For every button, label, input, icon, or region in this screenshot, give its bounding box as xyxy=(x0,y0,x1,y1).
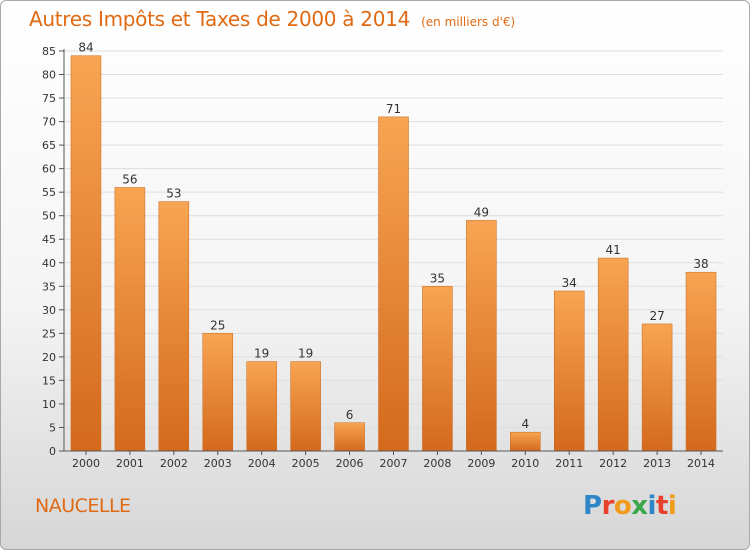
data-label: 56 xyxy=(122,172,137,186)
data-label: 35 xyxy=(430,271,445,285)
commune-name: NAUCELLE xyxy=(35,495,131,517)
chart-title: Autres Impôts et Taxes de 2000 à 2014 xyxy=(29,7,410,31)
bars xyxy=(70,55,717,452)
bar-2009 xyxy=(466,220,497,452)
x-tick-label: 2012 xyxy=(599,457,627,470)
x-tick-label: 2013 xyxy=(643,457,671,470)
bar-2000 xyxy=(70,55,102,452)
x-tick-label: 2010 xyxy=(511,457,539,470)
y-tick-label: 25 xyxy=(42,327,56,340)
y-tick-label: 85 xyxy=(42,45,56,58)
data-label: 41 xyxy=(606,243,621,257)
data-label: 49 xyxy=(474,205,489,219)
y-tick-label: 10 xyxy=(42,398,56,411)
y-tick-label: 65 xyxy=(42,139,56,152)
x-tick-label: 2008 xyxy=(423,457,451,470)
bar-2013 xyxy=(641,323,673,452)
x-tick-label: 2011 xyxy=(555,457,583,470)
y-tick-label: 15 xyxy=(42,374,56,387)
y-tick-label: 55 xyxy=(42,186,56,199)
y-tick-label: 20 xyxy=(42,351,56,364)
bar-2014 xyxy=(685,271,717,452)
data-label: 38 xyxy=(693,257,708,271)
chart-subtitle: (en milliers d'€) xyxy=(421,15,516,29)
y-tick-label: 40 xyxy=(42,257,56,270)
bar-2001 xyxy=(114,187,146,452)
proxiti-logo[interactable]: Proxiti xyxy=(583,491,677,521)
logo-letter: r xyxy=(601,491,615,521)
y-tick-label: 30 xyxy=(42,304,56,317)
bar-2003 xyxy=(202,333,234,452)
bar-2011 xyxy=(553,290,585,452)
data-label: 34 xyxy=(562,276,577,290)
x-tick-label: 2004 xyxy=(248,457,276,470)
bar-2006 xyxy=(334,422,365,452)
y-tick-label: 5 xyxy=(49,421,56,434)
bar-2007 xyxy=(378,116,409,452)
data-labels: 84 56 53 25 19 19 6 71 35 49 4 34 41 27 38 xyxy=(78,41,708,431)
logo-letter: o xyxy=(613,491,632,521)
data-label: 27 xyxy=(649,309,664,323)
logo-letter: i xyxy=(667,491,677,521)
bar-2002 xyxy=(158,201,190,452)
data-label: 4 xyxy=(521,417,529,431)
y-tick-label: 75 xyxy=(42,92,56,105)
x-tick-label: 2009 xyxy=(467,457,495,470)
y-tick-label: 60 xyxy=(42,163,56,176)
axes: 0 5 10 15 20 25 30 35 40 45 50 55 60 65 70 75 80 85 2000 20… xyxy=(42,45,723,470)
data-label: 71 xyxy=(386,102,401,116)
data-label: 25 xyxy=(210,318,225,332)
data-label: 84 xyxy=(78,41,93,55)
x-tick-label: 2003 xyxy=(204,457,232,470)
data-label: 53 xyxy=(166,187,181,201)
x-tick-label: 2005 xyxy=(292,457,320,470)
y-tick-label: 70 xyxy=(42,116,56,129)
data-label: 6 xyxy=(346,408,354,422)
logo-letter: t xyxy=(655,491,668,521)
data-label: 19 xyxy=(254,347,269,361)
bar-2010 xyxy=(510,431,541,452)
x-tick-label: 2002 xyxy=(160,457,188,470)
y-tick-label: 45 xyxy=(42,233,56,246)
logo-letter: x xyxy=(631,491,648,521)
x-tick-label: 2006 xyxy=(336,457,364,470)
x-tick-label: 2007 xyxy=(380,457,408,470)
bar-2008 xyxy=(422,286,453,452)
x-tick-label: 2014 xyxy=(687,457,715,470)
x-tick-label: 2000 xyxy=(72,457,100,470)
bar-2005 xyxy=(290,361,321,452)
y-tick-label: 80 xyxy=(42,69,56,82)
data-label: 19 xyxy=(298,347,313,361)
bar-2012 xyxy=(597,257,629,452)
y-tick-label: 0 xyxy=(49,445,56,458)
y-tick-label: 35 xyxy=(42,280,56,293)
bar-2004 xyxy=(246,361,277,452)
y-tick-label: 50 xyxy=(42,210,56,223)
logo-letter: P xyxy=(583,491,602,521)
x-tick-label: 2001 xyxy=(116,457,144,470)
logo-letter: i xyxy=(647,491,657,521)
title-line: Autres Impôts et Taxes de 2000 à 2014 (e… xyxy=(29,7,515,31)
